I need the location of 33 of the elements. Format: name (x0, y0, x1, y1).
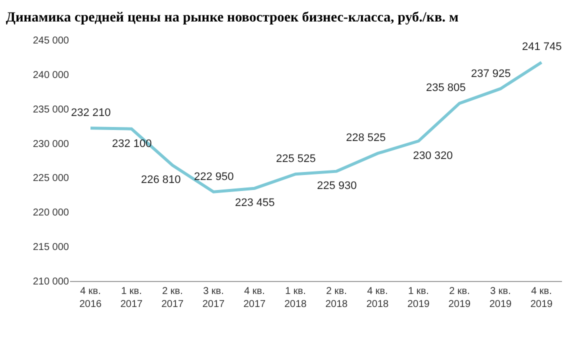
x-tick-label: 1 кв. 2018 (284, 286, 308, 310)
x-tick-label: 1 кв. 2019 (407, 286, 430, 310)
x-tick-label: 4 кв. 2019 (530, 286, 554, 310)
y-tick-label: 240 000 (32, 70, 70, 81)
x-tick-label: 3 кв. 2017 (202, 286, 226, 310)
x-tick-label: 2 кв. 2017 (161, 286, 184, 310)
data-label: 232 210 (71, 107, 111, 119)
data-label: 225 525 (276, 153, 316, 165)
data-label: 237 925 (471, 68, 511, 80)
data-label: 226 810 (141, 174, 181, 186)
y-tick-label: 235 000 (32, 104, 70, 116)
y-tick-label: 220 000 (32, 208, 70, 219)
data-label: 235 805 (426, 82, 466, 94)
y-tick-label: 215 000 (32, 242, 70, 254)
data-label: 222 950 (194, 171, 234, 183)
line-series (89, 60, 543, 194)
chart-title: Динамика средней цены на рынке новостроек бизнес-класса, руб./кв. м (6, 10, 460, 26)
x-tick-label: 3 кв. 2019 (489, 286, 512, 310)
data-label: 225 930 (317, 180, 357, 192)
x-tick-label: 2 кв. 2019 (448, 286, 472, 310)
x-tick-label: 4 кв. 2016 (79, 286, 102, 310)
data-label: 223 455 (235, 197, 275, 209)
x-tick-label: 2 кв. 2018 (325, 286, 348, 310)
y-tick-label: 210 000 (32, 276, 70, 288)
x-tick-label: 4 кв. 2017 (243, 286, 266, 310)
x-tick-label: 1 кв. 2017 (120, 286, 144, 310)
y-tick-label: 245 000 (32, 36, 70, 46)
data-label: 228 525 (346, 132, 386, 144)
data-label: 241 745 (522, 41, 562, 53)
x-tick-label: 4 кв. 2018 (366, 286, 390, 310)
data-label: 230 320 (413, 150, 453, 162)
y-tick-label: 225 000 (32, 173, 70, 184)
y-tick-label: 230 000 (32, 138, 70, 150)
